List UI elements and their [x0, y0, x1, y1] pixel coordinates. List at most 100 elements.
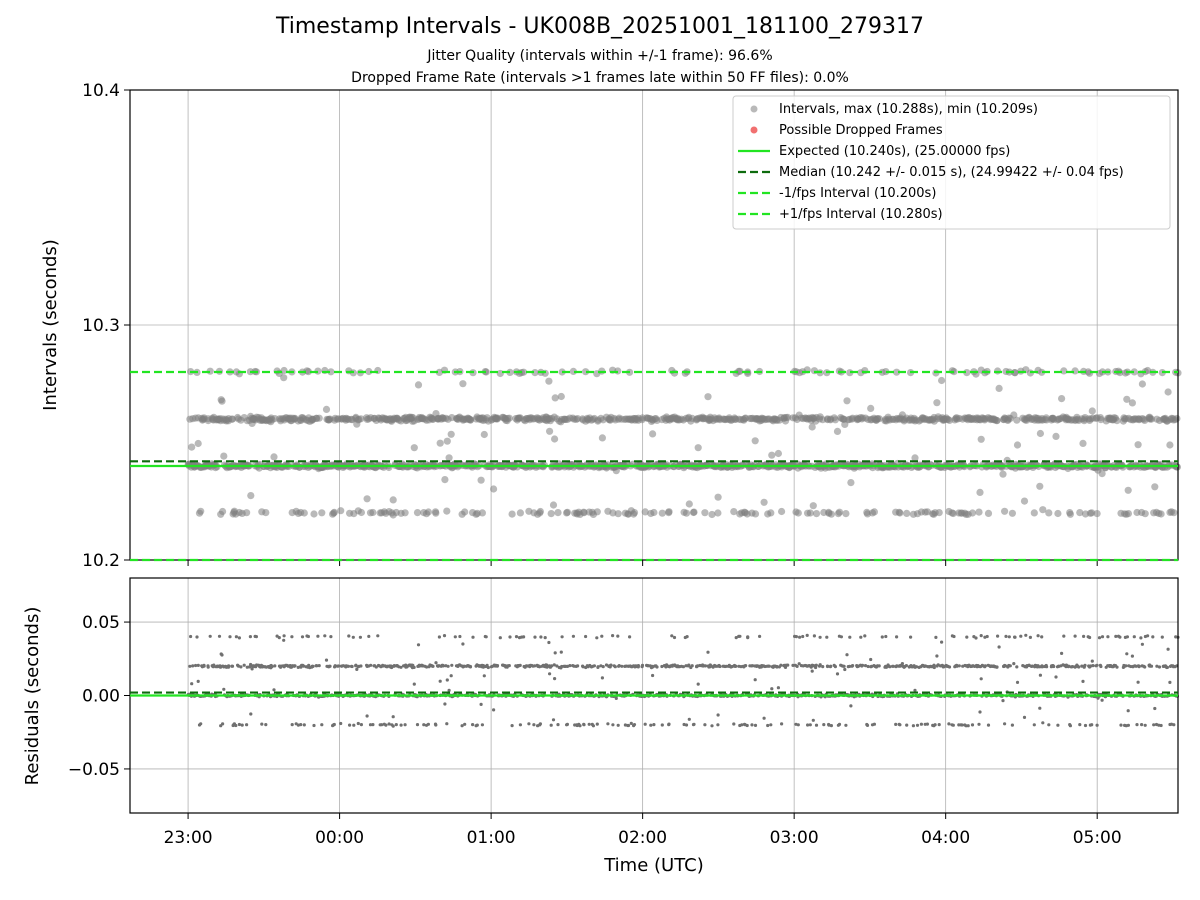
interval-point — [1147, 415, 1156, 423]
residual-point — [825, 635, 829, 639]
interval-point — [1038, 368, 1046, 376]
legend-marker-intervals — [750, 105, 758, 113]
residual-point — [359, 723, 363, 727]
xtick-label-6: 05:00 — [1073, 828, 1122, 848]
interval-point — [1123, 395, 1131, 403]
interval-point — [794, 509, 802, 517]
residual-point — [300, 635, 305, 639]
interval-point — [1141, 510, 1149, 518]
residual-point — [1126, 723, 1130, 727]
interval-point — [999, 470, 1007, 478]
residual-point — [228, 635, 232, 639]
interval-point — [401, 509, 409, 517]
residual-point — [371, 723, 375, 727]
residual-point — [877, 664, 881, 668]
residual-point — [1091, 664, 1095, 668]
residual-point — [937, 723, 941, 727]
residual-point — [293, 664, 297, 668]
residual-point — [839, 635, 844, 639]
residual-point — [220, 653, 224, 657]
residual-point — [900, 662, 905, 666]
residual-point — [543, 636, 547, 640]
residual-point — [532, 723, 536, 727]
interval-point — [812, 509, 821, 518]
legend-box — [732, 95, 1171, 230]
residual-point — [1146, 634, 1150, 638]
residual-point — [655, 665, 659, 669]
residual-point — [617, 664, 621, 668]
legend: Intervals, max (10.288s), min (10.209s) … — [732, 95, 1171, 230]
interval-point — [993, 416, 1001, 425]
interval-point — [194, 439, 202, 448]
residual-point — [801, 634, 805, 639]
interval-point — [520, 368, 528, 376]
residual-point — [199, 722, 203, 726]
residual-point — [751, 664, 755, 668]
interval-point — [847, 479, 855, 487]
residual-point — [829, 724, 834, 728]
residual-point — [320, 723, 324, 727]
residual-point — [970, 723, 975, 727]
residual-point — [1126, 709, 1130, 713]
residual-point — [316, 634, 320, 638]
residual-point — [195, 635, 199, 639]
residual-point — [551, 718, 556, 722]
residual-point — [814, 663, 818, 667]
residual-point — [425, 665, 429, 669]
residual-point — [273, 664, 277, 668]
interval-point — [704, 393, 712, 401]
residual-point — [740, 723, 744, 727]
interval-point — [835, 508, 844, 516]
residual-point — [706, 650, 710, 654]
residual-point — [805, 633, 809, 638]
residual-point — [884, 665, 889, 669]
residual-point — [217, 634, 222, 638]
residual-point — [797, 662, 801, 666]
residual-point — [237, 636, 241, 640]
residual-point — [290, 635, 294, 639]
residual-point — [952, 634, 956, 639]
residual-point — [578, 724, 582, 728]
residual-point — [365, 714, 369, 718]
interval-point — [1013, 441, 1022, 449]
interval-point — [903, 509, 911, 517]
residual-point — [302, 664, 306, 668]
residual-point — [190, 682, 194, 686]
interval-point — [300, 509, 308, 517]
residual-point — [1038, 706, 1042, 710]
xtick-label-3: 02:00 — [618, 828, 667, 848]
interval-point — [563, 508, 572, 516]
residual-point — [1038, 673, 1042, 677]
interval-point — [546, 427, 554, 435]
interval-point — [935, 508, 943, 517]
interval-point — [682, 509, 691, 517]
interval-point — [280, 374, 288, 382]
residual-point — [744, 664, 748, 668]
residual-point — [965, 635, 969, 639]
residual-point — [611, 634, 615, 638]
interval-point — [243, 509, 251, 517]
interval-point — [827, 510, 836, 518]
residual-point — [667, 722, 671, 726]
bottom-ytick-label-1: 0.00 — [82, 687, 120, 707]
residual-point — [636, 664, 641, 668]
residual-point — [1078, 723, 1082, 727]
legend-label-median: Median (10.242 +/- 0.015 s), (24.99422 +… — [779, 165, 1124, 180]
interval-point — [1173, 414, 1181, 423]
interval-point — [843, 397, 851, 405]
interval-point — [1052, 432, 1060, 440]
interval-point — [443, 507, 451, 515]
residual-point — [552, 663, 556, 667]
interval-point — [478, 509, 486, 517]
residual-point — [239, 665, 243, 669]
residual-point — [196, 663, 200, 668]
top-y-ticks: 10.2 10.3 10.4 — [82, 81, 130, 571]
top-ytick-label-0: 10.2 — [82, 551, 120, 571]
interval-point — [1045, 509, 1053, 517]
bottom-x-ticks: 23:00 00:00 01:00 02:00 03:00 04:00 05:00 — [164, 813, 1122, 848]
residual-point — [974, 636, 978, 640]
residual-point — [979, 634, 983, 638]
residual-point — [951, 723, 955, 727]
interval-point — [365, 367, 373, 376]
residual-point — [685, 635, 689, 639]
